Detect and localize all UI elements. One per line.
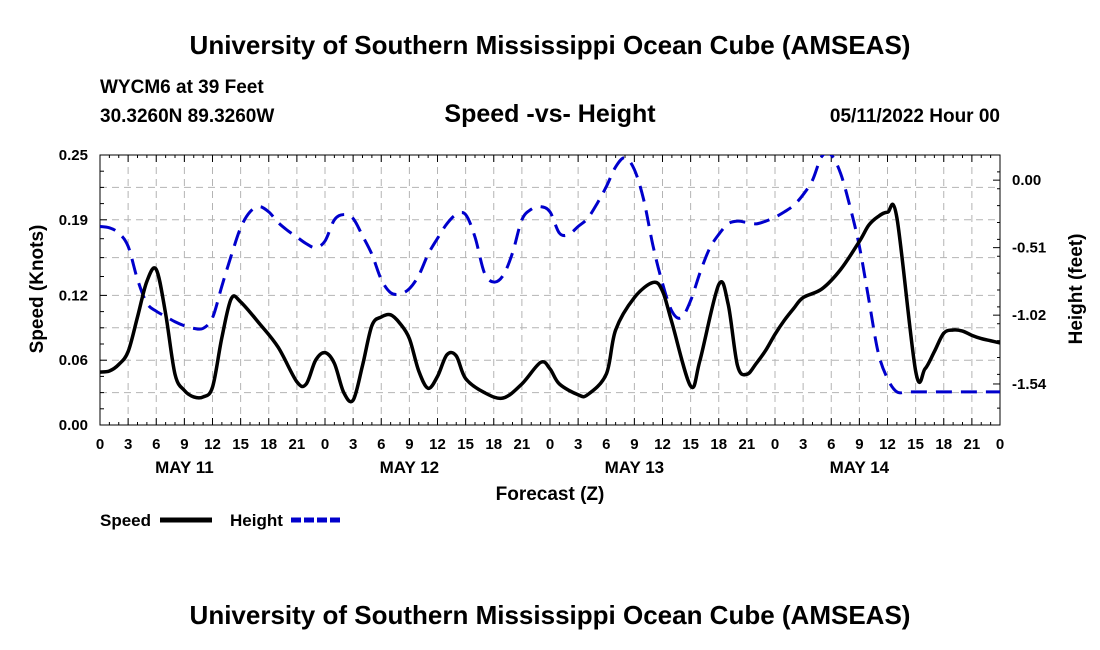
chart-title: Speed -vs- Height: [444, 100, 656, 128]
x-tick-label: 21: [514, 436, 531, 453]
chart-header-title: University of Southern Mississippi Ocean…: [189, 30, 911, 60]
x-tick-label: 15: [457, 436, 474, 453]
x-tick-label: 15: [907, 436, 924, 453]
x-tick-label: 21: [289, 436, 306, 453]
y-tick-label: 0.12: [59, 287, 88, 304]
y2-tick-label: -0.51: [1012, 240, 1046, 257]
y-axis-label: Speed (Knots): [27, 225, 48, 354]
x-tick-label: 21: [739, 436, 756, 453]
legend: Speed Height: [100, 511, 343, 530]
x-tick-label: 12: [654, 436, 671, 453]
y-tick-label: 0.25: [59, 147, 88, 164]
x-day-label: MAY 11: [155, 458, 214, 477]
x-tick-label: 6: [602, 436, 610, 453]
x-day-label: MAY 12: [380, 458, 440, 477]
x-tick-label: 15: [232, 436, 249, 453]
axis-ticks: [99, 154, 1001, 426]
x-tick-label: 3: [349, 436, 357, 453]
x-tick-label: 9: [855, 436, 863, 453]
legend-speed-label: Speed: [100, 511, 151, 530]
series-height-line: [100, 155, 1000, 395]
y-tick-label: 0.06: [59, 352, 88, 369]
x-tick-label: 6: [827, 436, 835, 453]
x-tick-label: 0: [996, 436, 1004, 453]
x-tick-label: 0: [321, 436, 329, 453]
y-tick-label: 0.19: [59, 212, 88, 229]
x-tick-label: 0: [546, 436, 554, 453]
x-tick-label: 15: [682, 436, 699, 453]
x-tick-label: 21: [964, 436, 981, 453]
x-tick-label: 3: [574, 436, 582, 453]
chart-footer-title: University of Southern Mississippi Ocean…: [189, 600, 911, 630]
station-label: WYCM6 at 39 Feet: [100, 77, 264, 98]
x-tick-label: 0: [96, 436, 104, 453]
x-tick-label: 18: [260, 436, 277, 453]
y2-tick-label: -1.02: [1012, 307, 1046, 324]
legend-height-label: Height: [230, 511, 283, 530]
y2-tick-label: -1.54: [1012, 376, 1047, 393]
forecast-datetime: 05/11/2022 Hour 00: [829, 106, 1000, 127]
x-day-label: MAY 13: [605, 458, 665, 477]
series-speed-line: [100, 202, 1000, 404]
x-tick-label: 12: [429, 436, 446, 453]
y2-axis-label: Height (feet): [1066, 234, 1087, 345]
x-axis-label: Forecast (Z): [496, 484, 605, 505]
x-tick-label: 6: [377, 436, 385, 453]
x-tick-label: 12: [204, 436, 221, 453]
x-tick-label: 9: [180, 436, 188, 453]
x-tick-label: 18: [935, 436, 952, 453]
x-tick-label: 18: [485, 436, 502, 453]
x-tick-label: 0: [771, 436, 779, 453]
x-tick-label: 9: [405, 436, 413, 453]
x-tick-label: 12: [879, 436, 896, 453]
y2-tick-label: 0.00: [1012, 172, 1041, 189]
y-tick-label: 0.00: [59, 417, 88, 434]
axis-tick-labels: 0 3 6 9 12 15 18 21 0 3 6 9 12 15 18 21 0 3 6 9 12 15 18 21 0 3 6 9…: [59, 147, 1047, 477]
x-tick-label: 3: [124, 436, 132, 453]
x-day-label: MAY 14: [830, 458, 890, 477]
x-tick-label: 3: [799, 436, 807, 453]
x-tick-label: 6: [152, 436, 160, 453]
x-tick-label: 18: [710, 436, 727, 453]
x-tick-label: 9: [630, 436, 638, 453]
gridlines: [100, 155, 1000, 425]
coordinates-label: 30.3260N 89.3260W: [100, 106, 275, 127]
